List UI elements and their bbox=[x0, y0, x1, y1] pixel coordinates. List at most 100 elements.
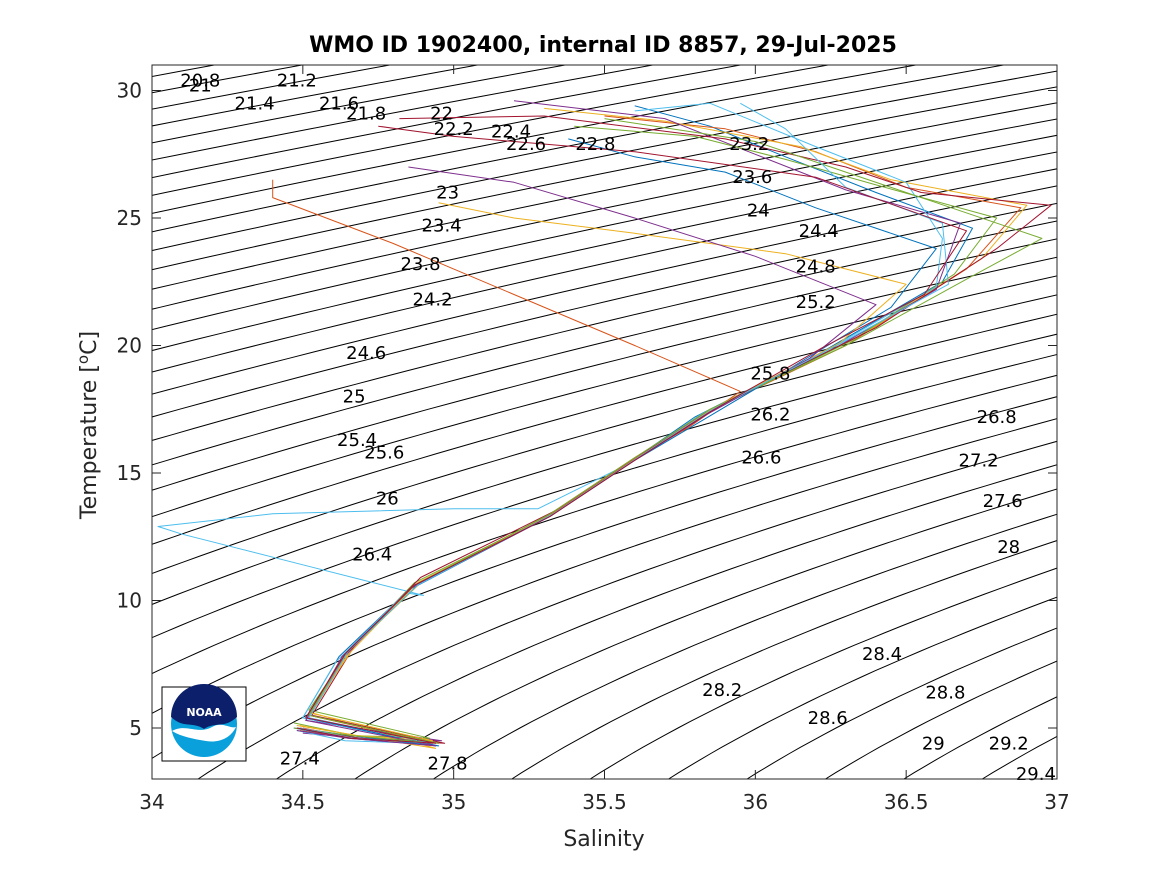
x-tick-label-4: 36 bbox=[743, 790, 768, 814]
x-axis-ticks: 34 34.5 35 35.5 36 36.5 37 bbox=[139, 65, 1070, 814]
contour-label-11: 23.2 bbox=[729, 134, 769, 155]
plot-area bbox=[152, 65, 1057, 779]
isopycnal-line-35 bbox=[152, 353, 1057, 639]
y-axis-ticks: 5 10 15 20 25 30 bbox=[117, 79, 1057, 740]
isopycnal-line-19 bbox=[152, 70, 1057, 252]
isopycnal-line-20 bbox=[152, 86, 1057, 271]
x-tick-label-2: 35 bbox=[441, 790, 466, 814]
y-axis-label-degree: o bbox=[74, 355, 92, 364]
y-tick-label-2: 15 bbox=[117, 461, 142, 485]
contour-label-10: 22.8 bbox=[575, 134, 615, 155]
y-tick-label-0: 5 bbox=[129, 716, 142, 740]
isopycnal-line-31 bbox=[152, 275, 1057, 518]
x-tick-label-1: 34.5 bbox=[281, 790, 326, 814]
contour-label-23: 25 bbox=[343, 387, 366, 408]
isopycnal-line-30 bbox=[152, 256, 1057, 491]
contour-label-15: 24 bbox=[747, 200, 770, 221]
x-tick-label-3: 35.5 bbox=[582, 790, 627, 814]
contour-label-27: 25.6 bbox=[364, 443, 404, 464]
contour-label-19: 24.2 bbox=[412, 290, 452, 311]
isopycnal-contours bbox=[152, 65, 1057, 779]
contour-label-35: 28.2 bbox=[702, 680, 742, 701]
isopycnal-line-29 bbox=[152, 238, 1057, 466]
isopycnal-line-42 bbox=[432, 513, 1057, 779]
contour-label-16: 24.4 bbox=[799, 221, 839, 242]
isopycnal-line-34 bbox=[152, 333, 1057, 605]
isopycnal-line-38 bbox=[152, 418, 1057, 759]
isopycnal-line-17 bbox=[152, 65, 919, 214]
isopycnal-line-16 bbox=[152, 65, 831, 196]
isopycnal-line-39 bbox=[197, 440, 1057, 779]
contour-label-21: 24.6 bbox=[346, 343, 386, 364]
contour-label-29: 27.2 bbox=[959, 450, 999, 471]
contour-label-41: 27.8 bbox=[428, 754, 468, 775]
profile-line-13 bbox=[296, 125, 967, 744]
contour-label-14: 23.4 bbox=[422, 216, 462, 237]
profile-line-5 bbox=[157, 102, 943, 744]
contour-label-39: 29.2 bbox=[989, 733, 1029, 754]
contour-label-22: 25.8 bbox=[750, 364, 790, 385]
contour-label-2: 21.2 bbox=[277, 70, 317, 91]
isopycnal-line-46 bbox=[746, 627, 1057, 779]
isopycnal-line-47 bbox=[824, 660, 1057, 779]
chart-title: WMO ID 1902400, internal ID 8857, 29-Jul… bbox=[309, 33, 897, 58]
isopycnal-line-36 bbox=[152, 374, 1057, 675]
contour-label-13: 23.6 bbox=[732, 167, 772, 188]
contour-label-5: 21.8 bbox=[346, 103, 386, 124]
contour-label-20: 25.2 bbox=[796, 292, 836, 313]
contour-label-18: 24.8 bbox=[796, 257, 836, 278]
contour-label-6: 22 bbox=[430, 103, 453, 124]
contour-label-28: 26.6 bbox=[741, 448, 781, 469]
isopycnal-line-22 bbox=[152, 118, 1057, 310]
contour-label-37: 28.6 bbox=[808, 708, 848, 729]
contour-label-33: 26.4 bbox=[352, 545, 392, 566]
x-tick-label-0: 34 bbox=[139, 790, 164, 814]
isopycnal-line-37 bbox=[152, 396, 1057, 714]
isopycnal-line-24 bbox=[152, 151, 1057, 352]
contour-label-31: 26 bbox=[376, 489, 399, 510]
y-tick-label-1: 10 bbox=[117, 589, 142, 613]
contour-label-26: 25.4 bbox=[337, 430, 377, 451]
contour-label-4: 21.6 bbox=[319, 93, 359, 114]
isopycnal-line-32 bbox=[152, 294, 1057, 545]
isopycnal-line-44 bbox=[589, 567, 1057, 779]
y-tick-label-3: 20 bbox=[117, 334, 142, 358]
contour-label-1: 21 bbox=[189, 75, 212, 96]
contour-label-32: 28 bbox=[997, 537, 1020, 558]
isopycnal-line-45 bbox=[667, 596, 1057, 779]
profile-lines bbox=[157, 100, 1052, 749]
isopycnal-line-21 bbox=[152, 102, 1057, 290]
contour-label-42: 29.4 bbox=[1016, 764, 1056, 785]
contour-label-12: 23 bbox=[436, 183, 459, 204]
contour-label-34: 28.4 bbox=[862, 644, 902, 665]
isopycnal-line-18 bbox=[152, 65, 1007, 233]
noaa-logo: NOAA bbox=[161, 684, 247, 762]
contour-label-30: 27.6 bbox=[983, 491, 1023, 512]
y-axis-label-unit: C] bbox=[77, 331, 102, 355]
profile-line-11 bbox=[293, 118, 1043, 744]
y-axis-label-text: Temperature [ bbox=[77, 364, 102, 520]
contour-label-9: 22.6 bbox=[506, 134, 546, 155]
contour-label-17: 23.8 bbox=[400, 254, 440, 275]
isopycnal-line-40 bbox=[275, 464, 1057, 779]
y-axis-label: Temperature [oC] bbox=[74, 331, 102, 520]
isopycnal-line-41 bbox=[353, 488, 1057, 779]
x-axis-label: Salinity bbox=[563, 827, 644, 852]
profile-line-7 bbox=[296, 138, 937, 747]
isopycnal-line-33 bbox=[152, 313, 1057, 575]
isopycnal-line-15 bbox=[152, 65, 744, 179]
contour-label-38: 29 bbox=[922, 733, 945, 754]
isopycnal-line-28 bbox=[152, 220, 1057, 441]
contour-label-7: 22.2 bbox=[434, 119, 474, 140]
contour-label-3: 21.4 bbox=[235, 93, 275, 114]
contour-label-8: 22.4 bbox=[491, 121, 531, 142]
isopycnal-line-23 bbox=[152, 134, 1057, 331]
x-tick-label-6: 37 bbox=[1044, 790, 1069, 814]
contour-label-24: 26.2 bbox=[750, 404, 790, 425]
contour-label-40: 27.4 bbox=[280, 749, 320, 770]
contour-label-0: 20.8 bbox=[180, 70, 220, 91]
y-tick-label-4: 25 bbox=[117, 206, 142, 230]
contour-label-25: 26.8 bbox=[977, 407, 1017, 428]
svg-text:NOAA: NOAA bbox=[186, 706, 222, 719]
